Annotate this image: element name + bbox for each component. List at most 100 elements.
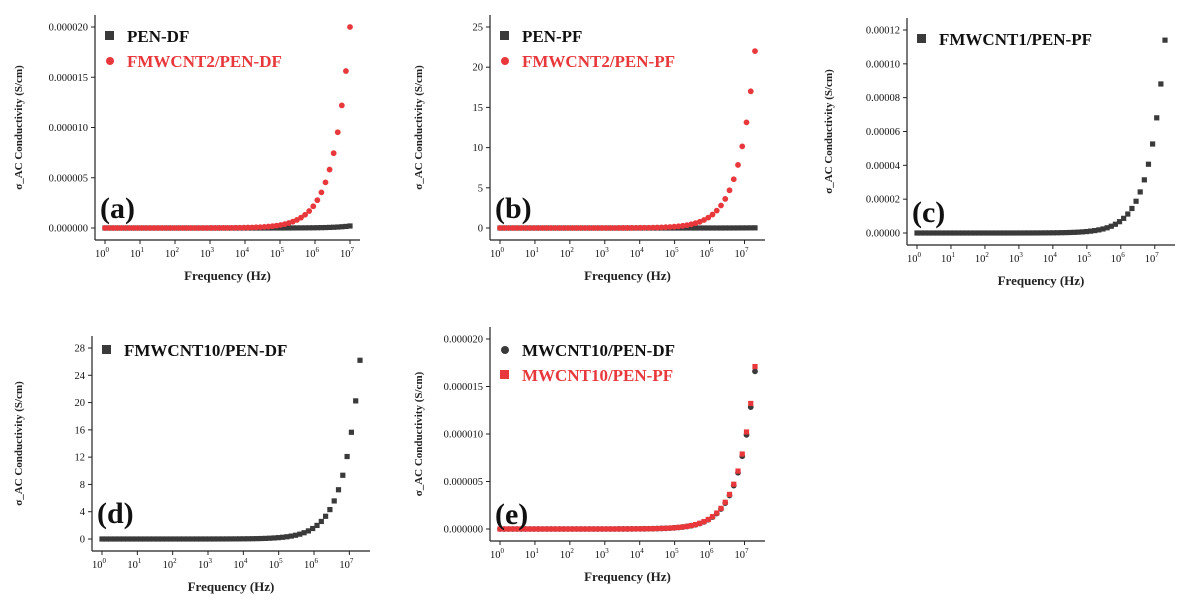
- data-point: [599, 526, 605, 532]
- data-point: [984, 230, 990, 236]
- data-point: [497, 225, 503, 231]
- data-point: [722, 225, 728, 231]
- data-point: [146, 536, 152, 542]
- data-point: [292, 532, 299, 538]
- x-axis-title: Frequency (Hz): [584, 569, 671, 584]
- data-point: [343, 223, 349, 230]
- x-tick-label: 101: [941, 251, 956, 265]
- x-tick-label: 103: [595, 547, 610, 561]
- data-point: [348, 429, 354, 435]
- x-tick-label: 104: [630, 547, 645, 561]
- data-point: [110, 225, 117, 231]
- data-point: [216, 225, 223, 231]
- data-point: [684, 523, 690, 529]
- data-point: [163, 225, 170, 231]
- panel-c: 0.00000 0.00002 0.00004 0.00006 0.00008 0.000…: [810, 0, 1181, 300]
- y-tick-label: 0: [478, 224, 483, 235]
- data-point: [323, 513, 329, 519]
- x-tick-label: 102: [975, 251, 990, 265]
- legend-marker: [106, 57, 114, 65]
- data-point: [334, 129, 341, 136]
- data-point: [249, 536, 256, 542]
- data-point: [1141, 177, 1147, 183]
- data-point: [347, 24, 353, 30]
- data-point: [612, 526, 618, 532]
- data-point: [1137, 189, 1143, 195]
- y-tick-label: 8: [80, 480, 85, 491]
- data-point: [224, 224, 231, 231]
- data-point: [187, 225, 194, 231]
- data-point: [232, 224, 239, 231]
- chart-d: 0 4 8 12 16 20 24 28 100 101 102 103 104 105 106 107 Fre…: [13, 336, 370, 594]
- data-point: [918, 230, 924, 236]
- data-point: [692, 522, 699, 528]
- data-point: [752, 363, 758, 370]
- data-point: [548, 225, 554, 231]
- data-point: [637, 526, 643, 532]
- data-point: [735, 468, 741, 474]
- data-point: [1013, 230, 1019, 236]
- data-point: [183, 225, 190, 231]
- data-point: [505, 225, 512, 231]
- data-point: [142, 536, 148, 542]
- data-point: [947, 230, 953, 236]
- x-tick-label: 103: [595, 246, 610, 260]
- data-point: [578, 526, 584, 532]
- data-point: [220, 225, 227, 231]
- legend-label: PEN-DF: [127, 27, 189, 46]
- data-point: [172, 536, 178, 542]
- data-point: [1017, 230, 1023, 236]
- x-tick-label: 102: [163, 557, 178, 571]
- x-tick-label: 100: [95, 246, 110, 260]
- y-tick-label: 0.00004: [866, 161, 901, 172]
- data-point: [697, 225, 703, 231]
- x-tick-label: 103: [198, 557, 213, 571]
- series-d-0: [99, 357, 363, 542]
- data-point: [650, 224, 656, 231]
- data-point: [968, 230, 974, 236]
- data-point: [331, 498, 337, 504]
- data-point: [306, 208, 313, 214]
- data-point: [1046, 230, 1052, 236]
- data-point: [326, 224, 333, 231]
- data-point: [1092, 227, 1098, 234]
- data-point: [1001, 230, 1007, 236]
- data-point: [501, 225, 508, 231]
- data-point: [654, 525, 660, 532]
- panel-b: 0 5 10 15 20 25 100 101 102 103 104 105 106 107 Freque…: [400, 0, 790, 300]
- data-point: [1129, 205, 1135, 212]
- data-point: [219, 536, 225, 542]
- data-point: [667, 525, 673, 531]
- y-tick-label: 4: [80, 507, 86, 518]
- data-point: [739, 143, 746, 150]
- data-point: [1075, 229, 1081, 235]
- data-point: [951, 230, 957, 236]
- data-point: [275, 535, 281, 541]
- data-point: [667, 224, 673, 230]
- data-point: [191, 225, 198, 231]
- data-point: [142, 225, 149, 231]
- data-point: [1162, 37, 1168, 43]
- data-point: [126, 225, 133, 231]
- y-axis-title: σ_AC Conductivity (S/cm): [823, 69, 835, 194]
- y-tick-label: 0.000015: [49, 73, 88, 84]
- x-tick-label: 102: [560, 246, 575, 260]
- data-point: [262, 535, 268, 541]
- data-point: [565, 225, 571, 231]
- data-point: [497, 526, 503, 532]
- data-point: [692, 225, 699, 231]
- data-point: [654, 224, 661, 231]
- data-point: [258, 535, 264, 542]
- chart-e: 0.000000 0.000005 0.000010 0.000015 0.000020…: [413, 327, 765, 584]
- data-point: [730, 176, 737, 183]
- data-point: [514, 526, 520, 532]
- y-axis-title: σ_AC Conductivity (S/cm): [13, 65, 25, 190]
- data-point: [340, 472, 346, 478]
- x-tick-label: 106: [1111, 251, 1126, 265]
- data-point: [633, 224, 639, 231]
- data-point: [106, 225, 112, 231]
- data-point: [658, 224, 665, 231]
- data-point: [616, 225, 622, 231]
- x-tick-label: 107: [1145, 251, 1160, 265]
- data-point: [633, 526, 639, 532]
